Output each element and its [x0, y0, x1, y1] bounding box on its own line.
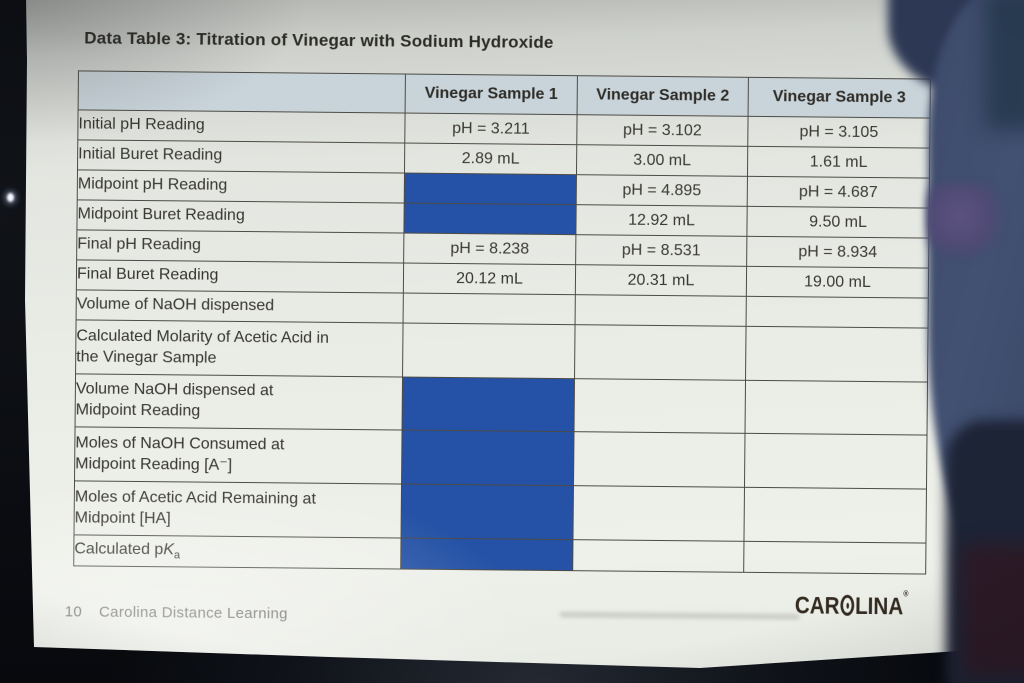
light-speck	[7, 193, 14, 202]
row-label: Initial pH Reading	[77, 109, 406, 144]
cell-value: pH = 3.105	[747, 116, 931, 149]
footer: 10 Carolina Distance Learning	[65, 603, 288, 622]
row-label: Calculated pKa	[73, 534, 401, 570]
highlight-cell	[404, 173, 577, 205]
carolina-logo-o-icon	[840, 594, 855, 616]
cell-value: 9.50 mL	[746, 206, 930, 239]
cell-value	[403, 293, 576, 325]
background-dark-patch	[962, 545, 1024, 675]
column-header-sample3: Vinegar Sample 3	[748, 77, 931, 119]
cell-value: pH = 8.934	[746, 236, 929, 269]
cell-value: pH = 4.895	[576, 174, 748, 207]
cell-value: pH = 4.687	[747, 176, 930, 209]
cell-value	[745, 380, 928, 436]
cell-value	[745, 326, 929, 383]
row-label: Moles of Acetic Acid Remaining at Midpoi…	[74, 480, 402, 539]
page-title: Data Table 3: Titration of Vinegar with …	[84, 28, 554, 52]
cell-value: 12.92 mL	[575, 204, 748, 237]
footer-page-number: 10	[64, 603, 83, 621]
row-label: Midpoint Buret Reading	[76, 199, 405, 234]
footer-publisher-text: Carolina Distance Learning	[98, 603, 288, 623]
highlight-cell	[400, 484, 574, 540]
table-row: Volume NaOH dispensed at Midpoint Readin…	[75, 373, 928, 436]
cell-value	[572, 539, 744, 573]
smudge-mark	[559, 612, 800, 620]
cell-value: pH = 8.531	[575, 234, 747, 267]
column-header-sample2: Vinegar Sample 2	[577, 75, 749, 117]
highlight-cell	[402, 377, 575, 432]
cell-value: 20.31 mL	[575, 264, 747, 297]
cell-value: pH = 3.211	[404, 113, 578, 145]
row-label: Calculated Molarity of Acetic Acid in th…	[75, 319, 404, 378]
row-label: Midpoint pH Reading	[77, 169, 405, 204]
column-header-blank	[78, 70, 406, 114]
highlight-cell	[403, 203, 577, 235]
cell-value: 2.89 mL	[404, 143, 577, 175]
row-label: Final pH Reading	[76, 229, 404, 264]
row-label: Initial Buret Reading	[77, 139, 405, 174]
cell-value	[746, 296, 929, 329]
cell-value: 19.00 mL	[746, 266, 929, 299]
table-row: Moles of NaOH Consumed at Midpoint Readi…	[74, 426, 927, 490]
cell-value	[572, 485, 745, 542]
cell-value	[574, 324, 747, 381]
highlight-cell	[401, 430, 575, 486]
highlight-cell	[400, 538, 573, 571]
cell-value	[575, 294, 747, 327]
cell-value	[573, 431, 746, 488]
cell-value	[574, 378, 746, 434]
row-label: Volume of NaOH dispensed	[76, 289, 404, 324]
column-header-sample1: Vinegar Sample 1	[405, 74, 578, 115]
cell-value	[744, 433, 927, 490]
cell-value	[743, 541, 926, 575]
gloved-hand-thumb	[926, 183, 1002, 257]
cell-value: 3.00 mL	[576, 144, 748, 177]
data-table: Vinegar Sample 1 Vinegar Sample 2 Vinega…	[73, 70, 931, 575]
cell-value: 1.61 mL	[747, 146, 930, 179]
row-label: Final Buret Reading	[76, 259, 404, 294]
table-row: Calculated Molarity of Acetic Acid in th…	[75, 319, 929, 383]
cell-value: pH = 3.102	[576, 114, 749, 147]
background-teal-patch	[985, 0, 1024, 130]
carolina-logo: CAR LINA®	[794, 589, 909, 621]
table-row: Moles of Acetic Acid Remaining at Midpoi…	[74, 480, 927, 544]
cell-value	[743, 487, 927, 544]
row-label: Volume NaOH dispensed at Midpoint Readin…	[75, 373, 403, 431]
cell-value: pH = 8.238	[403, 233, 576, 265]
cell-value	[402, 323, 576, 379]
cell-value: 20.12 mL	[403, 263, 576, 295]
row-label: Moles of NaOH Consumed at Midpoint Readi…	[74, 426, 403, 485]
